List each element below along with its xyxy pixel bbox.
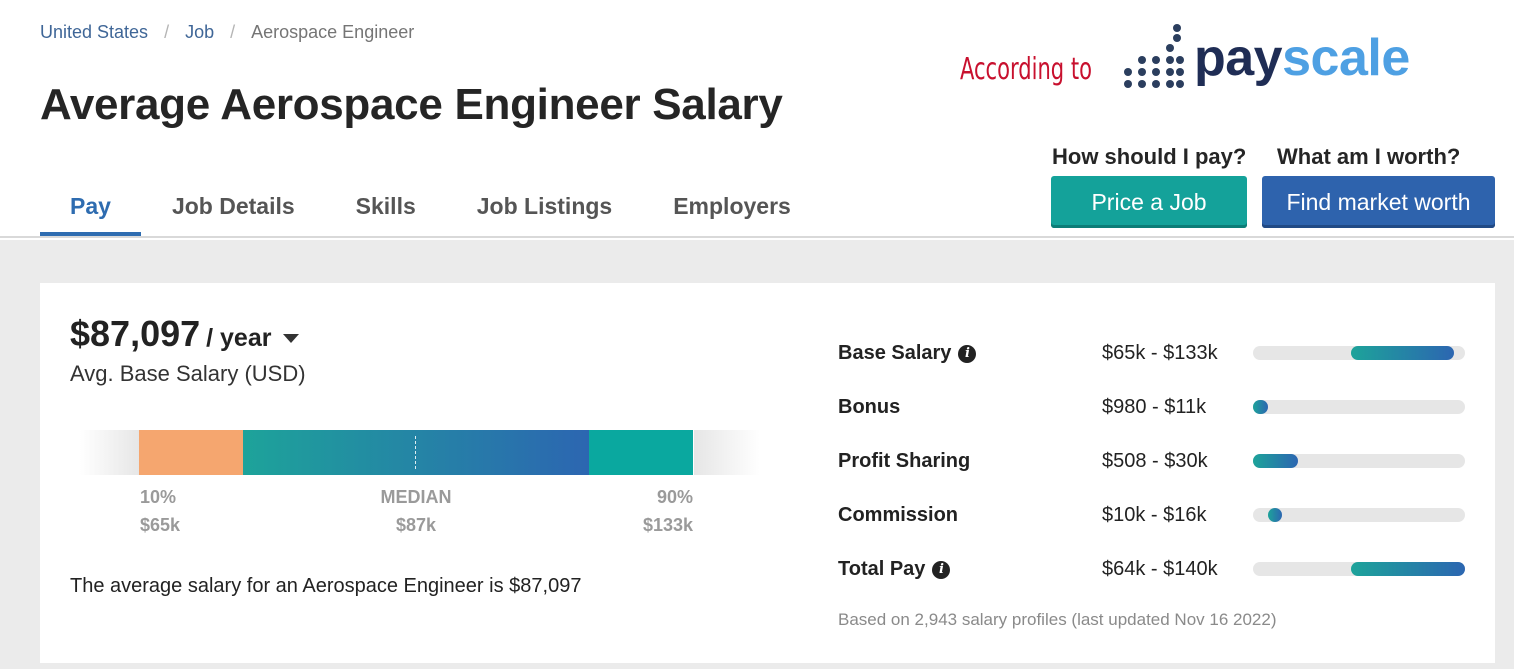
salary-profiles-footnote: Based on 2,943 salary profiles (last upd… (838, 610, 1277, 629)
bar-fade-right (694, 430, 760, 475)
comp-name-text: Bonus (838, 396, 901, 418)
bar-fade-left (80, 430, 140, 475)
salary-period-selector[interactable]: / year (206, 324, 272, 352)
comp-range: $10k - $16k (1102, 504, 1207, 526)
bar-segment-low (139, 430, 243, 475)
comp-range: $65k - $133k (1102, 342, 1218, 364)
price-a-job-button[interactable]: Price a Job (1051, 176, 1247, 228)
comp-range: $508 - $30k (1102, 450, 1208, 472)
tab-employers[interactable]: Employers (673, 193, 791, 219)
salary-amount: $87,097 (70, 313, 201, 354)
comp-name: Bonus (838, 396, 900, 419)
breadcrumb-item-united-states[interactable]: United States (40, 22, 149, 42)
page-header: United States / Job / Aerospace Engineer… (0, 0, 1514, 238)
p10-value: $65k (140, 515, 181, 535)
tab-skills[interactable]: Skills (355, 193, 416, 219)
info-icon[interactable]: i (932, 560, 951, 579)
comp-name: Total Pay i (838, 558, 951, 581)
worth-question-label: What am I worth? (1277, 144, 1461, 169)
breadcrumb-separator: / (230, 22, 236, 42)
tab-pay[interactable]: Pay (40, 186, 141, 236)
breadcrumb-current: Aerospace Engineer (251, 22, 415, 42)
median-value: $87k (395, 515, 437, 535)
comp-name: Commission (838, 504, 958, 527)
median-marker (415, 436, 416, 469)
breadcrumb-item-job[interactable]: Job (185, 22, 215, 42)
p10-label: 10% (140, 487, 177, 507)
payscale-dots-icon (1124, 24, 1184, 88)
median-label: MEDIAN (380, 487, 452, 507)
comp-name-text: Profit Sharing (838, 450, 971, 472)
tab-bar: Pay Job Details Skills Job Listings Empl… (40, 186, 822, 236)
comp-fill (1253, 400, 1268, 414)
comp-range: $64k - $140k (1102, 558, 1218, 580)
payscale-logo: payscale (1122, 22, 1410, 94)
info-icon[interactable]: i (958, 344, 977, 363)
bar-segment-middle (243, 430, 589, 475)
comp-fill (1253, 454, 1298, 468)
comp-track (1253, 562, 1465, 576)
payscale-wordmark: payscale (1194, 28, 1410, 88)
tab-job-details[interactable]: Job Details (171, 193, 295, 219)
salary-subtitle: Avg. Base Salary (USD) (70, 361, 306, 386)
breadcrumb-separator: / (164, 22, 170, 42)
comp-track (1253, 400, 1465, 414)
p90-label: 90% (656, 487, 693, 507)
caret-down-icon[interactable] (283, 333, 300, 343)
comp-name: Base Salary i (838, 342, 977, 365)
p90-value: $133k (642, 515, 693, 535)
salary-card: $87,097 / year Avg. Base Salary (USD) 10… (40, 283, 1495, 663)
comp-name: Profit Sharing (838, 450, 970, 473)
comp-fill (1350, 562, 1465, 576)
logo-scale: scale (1282, 29, 1410, 87)
comp-fill (1350, 346, 1455, 360)
comp-fill (1267, 508, 1282, 522)
comp-track (1253, 346, 1465, 360)
bar-segment-high (589, 430, 693, 475)
comp-track (1253, 454, 1465, 468)
salary-range-bar (80, 430, 760, 475)
comp-track (1253, 508, 1465, 522)
salary-headline: $87,097 / year (70, 313, 300, 355)
average-salary-text: The average salary for an Aerospace Engi… (70, 575, 582, 597)
price-question-label: How should I pay? (1052, 144, 1247, 169)
comp-name-text: Base Salary (838, 342, 952, 364)
breadcrumb: United States / Job / Aerospace Engineer (40, 22, 414, 43)
comp-name-text: Commission (838, 504, 959, 526)
comp-range: $980 - $11k (1102, 396, 1207, 418)
page-title: Average Aerospace Engineer Salary (40, 80, 783, 129)
tab-job-listings[interactable]: Job Listings (476, 193, 613, 219)
find-market-worth-button[interactable]: Find market worth (1262, 176, 1495, 228)
according-to-caption: According to (960, 52, 1092, 87)
comp-name-text: Total Pay (838, 558, 926, 580)
logo-pay: pay (1194, 29, 1283, 87)
